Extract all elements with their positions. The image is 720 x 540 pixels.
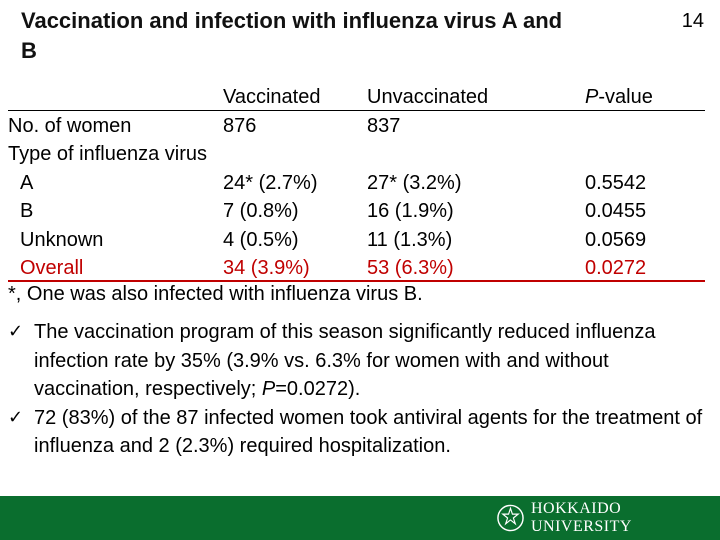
- unvaccinated-cell: 27* (3.2%): [367, 171, 462, 194]
- university-crest-icon: [497, 504, 524, 532]
- checkmark-icon: ✓: [8, 321, 24, 342]
- unvaccinated-cell: 837: [367, 114, 401, 137]
- vaccinated-cell: 24* (2.7%): [223, 171, 318, 194]
- header-p-value: P-value: [585, 86, 653, 108]
- slide-title: Vaccination and infection with influenza…: [21, 8, 563, 63]
- overall-rule: [8, 280, 705, 282]
- row-label: A: [20, 171, 34, 194]
- table-row-overall: Overall 34 (3.9%) 53 (6.3%) 0.0272: [0, 254, 720, 283]
- table-footnote: *, One was also infected with influenza …: [8, 283, 423, 305]
- header-rule: [8, 110, 705, 111]
- unvaccinated-cell: 16 (1.9%): [367, 200, 454, 222]
- bullet-text: The vaccination program of this season s…: [34, 321, 656, 400]
- bullet-list: ✓ The vaccination program of this season…: [8, 318, 708, 461]
- page-number: 14: [681, 10, 704, 32]
- bullet-italic: P: [261, 378, 276, 400]
- results-table: Vaccinated Unvaccinated P-value No. of w…: [0, 83, 720, 283]
- header-vaccinated: Vaccinated: [223, 86, 321, 108]
- table-header-row: Vaccinated Unvaccinated P-value: [0, 83, 720, 112]
- row-label: B: [20, 200, 34, 222]
- p-value-cell: 0.5542: [585, 171, 647, 194]
- table-row: No. of women 876 837: [0, 112, 720, 141]
- vaccinated-cell: 4 (0.5%): [223, 228, 299, 251]
- p-value-cell: 0.0272: [585, 257, 647, 279]
- p-value-cell: 0.0569: [585, 228, 647, 251]
- bullet-text: 72 (83%) of the 87 infected women took a…: [34, 406, 703, 458]
- row-label: Unknown: [20, 228, 104, 251]
- footer-bar: HOKKAIDO UNIVERSITY: [0, 496, 720, 540]
- list-item: ✓ The vaccination program of this season…: [8, 318, 708, 404]
- list-item: ✓ 72 (83%) of the 87 infected women took…: [8, 404, 708, 461]
- row-label: No. of women: [8, 114, 132, 137]
- vaccinated-cell: 7 (0.8%): [223, 200, 299, 222]
- header-unvaccinated: Unvaccinated: [367, 86, 489, 108]
- vaccinated-cell: 876: [223, 114, 257, 137]
- vaccinated-cell: 34 (3.9%): [223, 257, 310, 279]
- unvaccinated-cell: 53 (6.3%): [367, 257, 454, 279]
- p-value-cell: 0.0455: [585, 200, 647, 222]
- bullet-text-end: =0.0272).: [275, 378, 361, 400]
- row-label: Type of influenza virus: [8, 143, 207, 165]
- row-label: Overall: [20, 257, 84, 279]
- table-row: Type of influenza virus: [0, 140, 720, 169]
- logo-text: HOKKAIDO UNIVERSITY: [530, 500, 632, 535]
- table-row: B 7 (0.8%) 16 (1.9%) 0.0455: [0, 197, 720, 226]
- table-row: A 24* (2.7%) 27* (3.2%) 0.5542: [0, 169, 720, 198]
- university-logo: HOKKAIDO UNIVERSITY: [496, 500, 720, 535]
- unvaccinated-cell: 11 (1.3%): [367, 228, 453, 251]
- checkmark-icon: ✓: [8, 406, 24, 428]
- table-row: Unknown 4 (0.5%) 11 (1.3%) 0.0569: [0, 226, 720, 255]
